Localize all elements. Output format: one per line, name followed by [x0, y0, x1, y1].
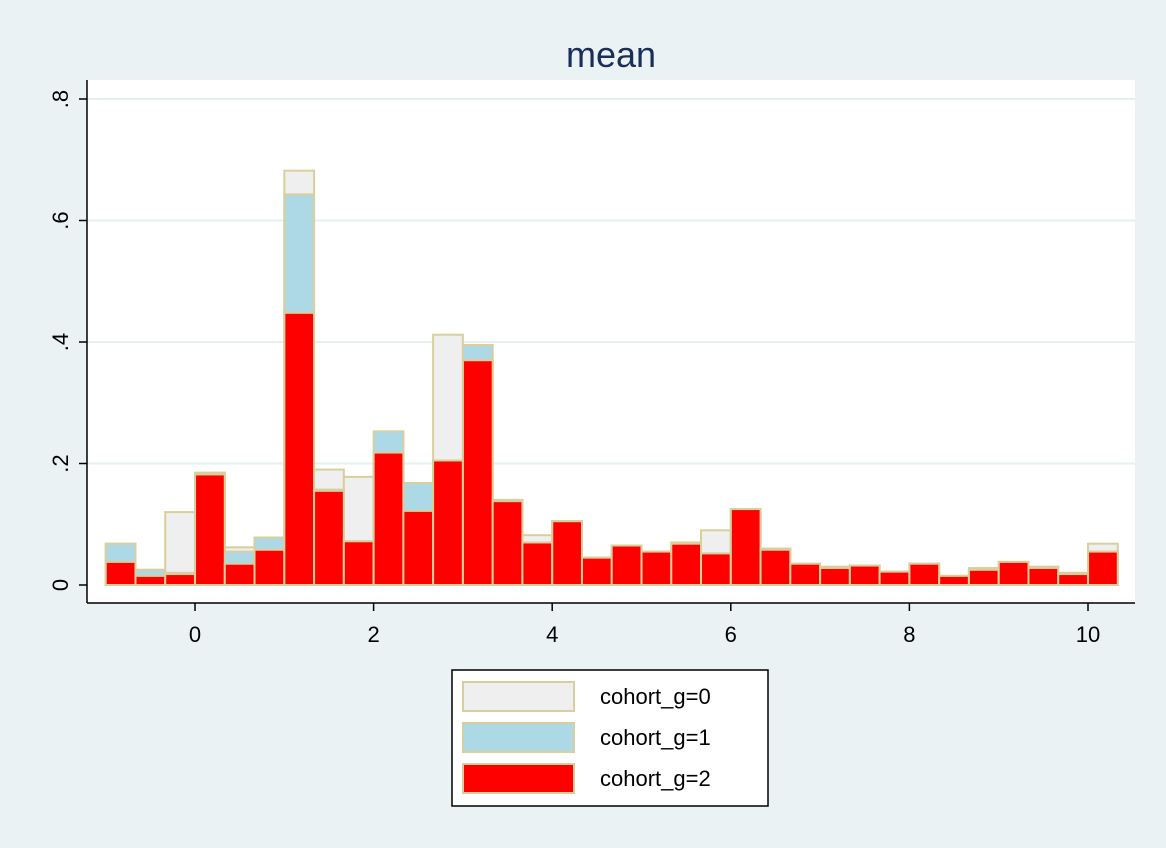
chart-title: mean	[566, 34, 656, 75]
bar	[640, 550, 673, 587]
bar	[967, 568, 1000, 586]
x-tick-label: 4	[546, 622, 558, 647]
grid-lines	[87, 98, 1135, 465]
bar	[313, 489, 345, 586]
bar	[521, 541, 554, 586]
axes: 0 .2 .4 .6 .8 0 2 4 6 8 10	[48, 80, 1135, 647]
bar	[908, 562, 941, 586]
legend-label: cohort_g=0	[600, 684, 711, 709]
bar	[402, 509, 435, 587]
bar	[461, 359, 494, 586]
bar	[729, 508, 762, 586]
bars	[104, 169, 1119, 587]
bar	[789, 562, 822, 586]
bar	[670, 542, 703, 587]
bar	[848, 564, 881, 586]
y-tick-label: .4	[48, 333, 73, 351]
bar	[342, 540, 375, 587]
x-tick-label: 6	[725, 622, 737, 647]
bar	[194, 473, 226, 586]
legend-swatch	[462, 681, 575, 712]
bar	[491, 500, 524, 587]
y-tick-label: 0	[48, 579, 73, 591]
y-tick-label: .8	[48, 90, 73, 108]
bar	[1027, 566, 1060, 586]
y-tick-label: .2	[48, 454, 73, 472]
y-tick-label: .6	[48, 211, 73, 229]
bar	[938, 574, 970, 587]
bar	[1087, 550, 1119, 587]
series-2	[104, 311, 1119, 587]
bar	[878, 570, 911, 587]
bar	[164, 573, 196, 587]
bar	[1057, 573, 1089, 587]
bar	[580, 556, 613, 586]
x-tick-label: 2	[367, 622, 379, 647]
bar	[223, 562, 256, 586]
bar	[253, 548, 286, 587]
bar	[610, 544, 643, 587]
bar	[104, 560, 137, 586]
legend-label: cohort_g=1	[600, 725, 711, 750]
bar	[283, 311, 316, 586]
bar	[372, 451, 405, 586]
legend-label: cohort_g=2	[600, 766, 711, 791]
bar	[432, 459, 464, 586]
x-tick-label: 10	[1076, 622, 1100, 647]
bar	[134, 574, 167, 587]
legend-swatch	[462, 722, 575, 753]
bar	[759, 548, 792, 587]
x-tick-label: 0	[189, 622, 201, 647]
bar	[819, 566, 851, 586]
x-tick-label: 8	[903, 622, 915, 647]
bar	[997, 560, 1030, 586]
legend-swatch	[462, 763, 575, 794]
bar	[551, 520, 583, 587]
bar	[700, 552, 732, 586]
legend: cohort_g=0 cohort_g=1 cohort_g=2	[451, 669, 769, 807]
